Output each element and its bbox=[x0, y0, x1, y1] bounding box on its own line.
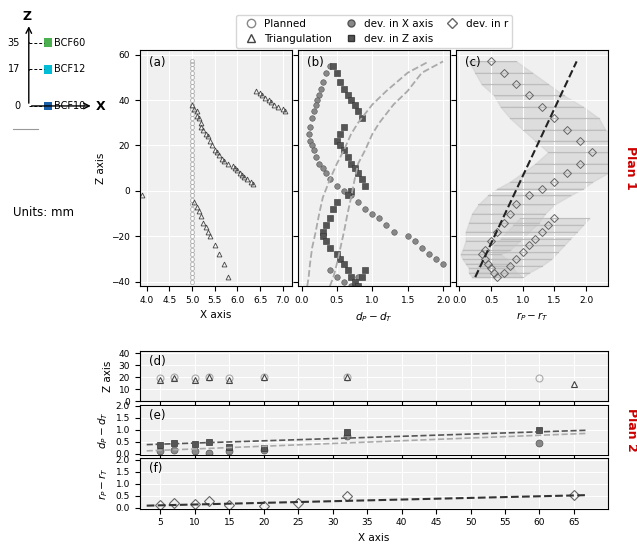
X-axis label: $r_P - r_T$: $r_P - r_T$ bbox=[516, 310, 548, 324]
Y-axis label: Z axis: Z axis bbox=[103, 360, 113, 392]
Text: 35: 35 bbox=[8, 38, 20, 48]
Text: Z: Z bbox=[22, 9, 32, 23]
Y-axis label: $d_P - d_T$: $d_P - d_T$ bbox=[96, 411, 110, 448]
Text: (b): (b) bbox=[307, 56, 324, 69]
Text: (d): (d) bbox=[149, 355, 166, 368]
X-axis label: X axis: X axis bbox=[359, 533, 390, 543]
Y-axis label: $r_P - r_T$: $r_P - r_T$ bbox=[97, 467, 110, 500]
Legend: Planned, Triangulation, dev. in X axis, dev. in Z axis, dev. in r: Planned, Triangulation, dev. in X axis, … bbox=[236, 15, 512, 48]
Text: 0: 0 bbox=[14, 101, 20, 111]
Bar bbox=[44, 65, 52, 74]
Bar bbox=[44, 102, 52, 110]
Text: Units: mm: Units: mm bbox=[13, 206, 74, 220]
Text: BCF60: BCF60 bbox=[54, 38, 85, 48]
Y-axis label: Z axis: Z axis bbox=[96, 153, 106, 184]
Text: BCF10: BCF10 bbox=[54, 101, 85, 111]
Text: Plan 2: Plan 2 bbox=[625, 408, 637, 452]
Text: (e): (e) bbox=[149, 409, 166, 421]
X-axis label: X axis: X axis bbox=[200, 310, 232, 321]
Text: (c): (c) bbox=[466, 56, 481, 69]
Text: Plan 1: Plan 1 bbox=[624, 146, 636, 190]
Text: 17: 17 bbox=[8, 65, 20, 75]
Bar bbox=[44, 38, 52, 47]
Text: X: X bbox=[96, 100, 106, 113]
X-axis label: $d_P - d_T$: $d_P - d_T$ bbox=[355, 310, 393, 324]
Text: (a): (a) bbox=[149, 56, 166, 69]
Text: (f): (f) bbox=[149, 462, 162, 476]
Text: BCF12: BCF12 bbox=[54, 65, 86, 75]
